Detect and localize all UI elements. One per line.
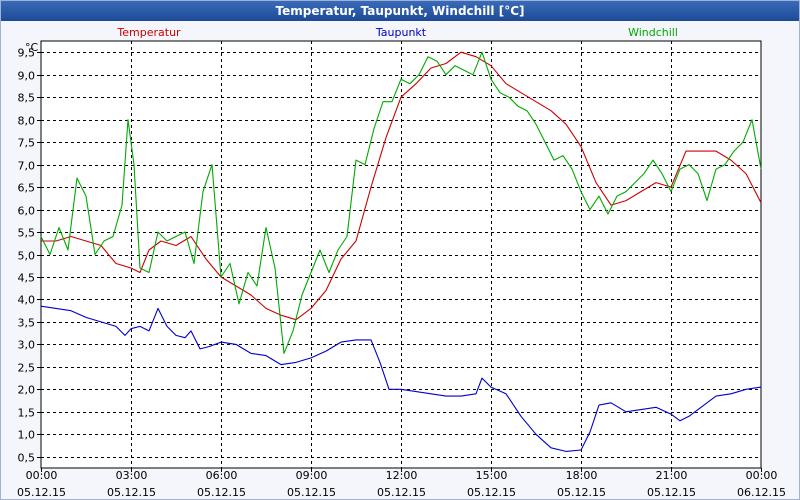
x-tick-date: 05.12.15: [647, 486, 696, 499]
y-tick-label: 6,0: [18, 205, 36, 218]
x-tick-date: 05.12.15: [107, 486, 156, 499]
y-tick-label: 5,0: [18, 250, 36, 263]
chart-title: Temperatur, Taupunkt, Windchill [°C]: [1, 1, 799, 21]
x-tick-date: 05.12.15: [467, 486, 516, 499]
y-tick-label: 1,5: [18, 407, 36, 420]
series-line-taupunkt: [40, 305, 762, 452]
x-tick-time: 00:00: [746, 469, 778, 482]
y-tick-label: 1,0: [18, 429, 36, 442]
chart-canvas: 0,5 1,0 1,5 2,0 2,5 3,0 3,5 4,0 4,5 5,0 5,5 6,0 6,5 7…: [17, 26, 786, 500]
x-tick-date: 05.12.15: [287, 486, 336, 499]
x-tick-time: 06:00: [206, 469, 238, 482]
x-tick-date: 05.12.15: [197, 486, 246, 499]
y-tick-label: 2,5: [18, 362, 36, 375]
series-line-windchill: [40, 51, 762, 354]
x-tick-time: 03:00: [116, 469, 148, 482]
y-tick-label: 9,0: [18, 70, 36, 83]
legend-item-temperatur: Temperatur: [116, 26, 181, 39]
y-tick-label: 4,5: [18, 272, 36, 285]
legend: Temperatur Taupunkt Windchill: [116, 26, 678, 39]
y-axis-unit: °C: [25, 41, 39, 54]
x-tick-time: 15:00: [476, 469, 508, 482]
x-tick-time: 21:00: [656, 469, 688, 482]
y-tick-label: 5,5: [18, 227, 36, 240]
y-tick-label: 4,0: [18, 294, 36, 307]
legend-item-taupunkt: Taupunkt: [375, 26, 427, 39]
x-tick-time: 12:00: [386, 469, 418, 482]
x-tick-date: 05.12.15: [377, 486, 426, 499]
y-tick-label: 3,5: [18, 317, 36, 330]
y-tick-label: 7,5: [18, 137, 36, 150]
y-tick-label: 8,5: [18, 92, 36, 105]
legend-item-windchill: Windchill: [628, 26, 678, 39]
y-tick-label: 0,5: [18, 452, 36, 465]
x-tick-date: 05.12.15: [557, 486, 606, 499]
grid: [40, 40, 762, 469]
y-tick-label: 6,5: [18, 182, 36, 195]
axis-ticks: 0,5 1,0 1,5 2,0 2,5 3,0 3,5 4,0 4,5 5,0 5,5 6,0 6,5 7…: [17, 47, 786, 500]
y-tick-label: 9,5: [18, 47, 36, 60]
y-tick-label: 3,0: [18, 339, 36, 352]
series-line-temperatur: [41, 51, 762, 321]
y-tick-label: 8,0: [18, 115, 36, 128]
x-tick-date: 06.12.15: [737, 486, 786, 499]
x-tick-date: 05.12.15: [17, 486, 66, 499]
x-tick-time: 00:00: [26, 469, 58, 482]
series-lines: [40, 51, 762, 452]
y-tick-label: 2,0: [18, 384, 36, 397]
x-tick-time: 09:00: [296, 469, 328, 482]
x-tick-time: 18:00: [566, 469, 598, 482]
y-tick-label: 7,0: [18, 160, 36, 173]
